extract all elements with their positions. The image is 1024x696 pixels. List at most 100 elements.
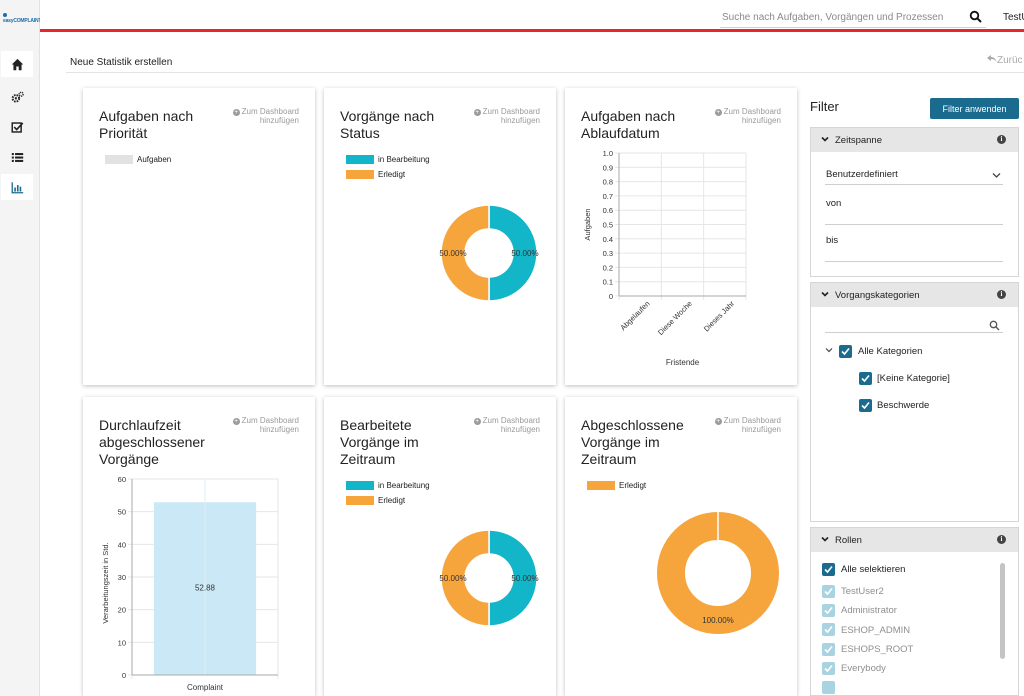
checkmark-icon <box>824 645 833 654</box>
donut-slice <box>440 204 490 302</box>
legend-label: Erledigt <box>619 481 647 490</box>
checkbox-role[interactable] <box>822 662 835 675</box>
filter-panel-rollen: Rollen i <box>810 527 1019 696</box>
legend-swatch <box>105 155 133 164</box>
sidebar-item-home[interactable] <box>1 51 33 77</box>
checkbox-role[interactable] <box>822 585 835 598</box>
bar-chart-icon <box>11 181 23 193</box>
donut-chart: 50.00% 50.00% <box>439 529 539 627</box>
legend-label: in Bearbeitung <box>378 155 430 164</box>
search-icon[interactable] <box>969 10 983 24</box>
back-link[interactable]: Zurüc <box>987 55 1023 66</box>
roles-scrollbar[interactable] <box>1000 563 1005 659</box>
y-tick-label: 60 <box>118 475 126 484</box>
undo-icon <box>987 55 997 63</box>
card-title: Bearbeitete Vorgänge im Zeitraum <box>340 417 419 467</box>
card-title: Abgeschlossene Vorgänge im Zeitraum <box>581 417 684 467</box>
sidebar-item-tasks[interactable] <box>1 114 33 140</box>
chevron-down-icon <box>821 536 829 542</box>
info-icon[interactable]: i <box>997 135 1006 144</box>
donut-chart: 100.00% <box>657 512 779 634</box>
category-search-input[interactable] <box>825 332 1003 333</box>
user-name[interactable]: TestU <box>1003 12 1024 23</box>
add-to-dashboard-link[interactable]: + Zum Dashboard hinzufügen <box>473 416 540 434</box>
apply-filter-button[interactable]: Filter anwenden <box>930 98 1019 119</box>
panel-header[interactable]: Vorgangskategorien i <box>811 283 1018 307</box>
panel-label: Rollen <box>835 535 862 546</box>
checkbox-role[interactable] <box>822 681 835 694</box>
sidebar-item-statistics[interactable] <box>1 174 33 200</box>
panel-header[interactable]: Rollen i <box>811 528 1018 552</box>
checkbox-category[interactable] <box>859 372 872 385</box>
add-to-dashboard-link[interactable]: + Zum Dashboard hinzufügen <box>473 107 540 125</box>
page-title: Neue Statistik erstellen <box>70 57 173 68</box>
to-input[interactable] <box>825 261 1003 262</box>
chevron-down-icon <box>821 291 829 297</box>
stat-card-throughput: Durchlaufzeit abgeschlossener Vorgänge +… <box>83 397 315 696</box>
panel-label: Vorgangskategorien <box>835 290 920 301</box>
y-tick-label: 0.2 <box>603 263 613 272</box>
checkmark-icon <box>824 606 833 615</box>
y-tick-label: 1.0 <box>603 149 613 158</box>
chevron-down-icon[interactable] <box>825 347 833 354</box>
checkbox-select-all-roles[interactable] <box>822 563 835 576</box>
y-tick-label: 40 <box>118 540 126 549</box>
sidebar-item-list[interactable] <box>1 144 33 170</box>
legend-label: in Bearbeitung <box>378 481 430 490</box>
bar-chart-throughput: 0 10 20 30 40 50 60 52.88 Complaint Verarbeitungs… <box>101 475 279 692</box>
select-all-roles-label: Alle selektieren <box>841 564 906 575</box>
legend-swatch <box>346 155 374 164</box>
legend-label: Erledigt <box>378 170 406 179</box>
from-input[interactable] <box>825 224 1003 225</box>
slice-label: 50.00% <box>511 249 538 258</box>
checkbox-role[interactable] <box>822 643 835 656</box>
add-to-dashboard-link[interactable]: + Zum Dashboard hinzufügen <box>232 107 299 125</box>
chevron-down-icon[interactable] <box>992 172 1001 179</box>
add-to-dashboard-link[interactable]: + Zum Dashboard hinzufügen <box>714 107 781 125</box>
from-label: von <box>826 198 842 209</box>
panel-header[interactable]: Zeitspanne i <box>811 128 1018 152</box>
donut-slice <box>488 204 538 302</box>
y-tick-label: 10 <box>118 638 126 647</box>
checkmark-icon <box>824 664 833 673</box>
search-input[interactable] <box>722 8 962 26</box>
legend-label: Erledigt <box>378 496 406 505</box>
checkbox-role[interactable] <box>822 623 835 636</box>
x-tick-label: Diese Woche <box>656 299 694 337</box>
bar-value-label: 52.88 <box>195 584 216 593</box>
select-underline <box>825 184 1003 185</box>
sidebar-item-settings[interactable] <box>1 84 33 110</box>
x-tick-label: Abgelaufen <box>618 299 651 332</box>
info-icon[interactable]: i <box>997 290 1006 299</box>
search-box <box>720 6 986 28</box>
checkmark-icon <box>841 347 850 356</box>
period-select[interactable]: Benutzerdefiniert <box>826 169 898 180</box>
donut-slice <box>657 512 779 634</box>
checkbox-all-categories[interactable] <box>839 345 852 358</box>
plus-icon: + <box>473 418 481 425</box>
donut-slice <box>488 529 538 627</box>
add-to-dashboard-link[interactable]: + Zum Dashboard hinzufügen <box>714 416 781 434</box>
filter-panel-zeitspanne: Zeitspanne i <box>810 127 1019 277</box>
x-axis-label: Fristende <box>666 358 700 367</box>
checkmark-icon <box>824 587 833 596</box>
stat-card-status: Vorgänge nach Status + Zum Dashboard hinz… <box>324 88 556 385</box>
app-logo[interactable]: easyCOMPLAINT <box>3 12 41 26</box>
header-divider <box>66 72 1024 73</box>
card-title: Vorgänge nach Status <box>340 108 435 141</box>
slice-label: 50.00% <box>511 574 538 583</box>
chart-legend: in Bearbeitung <box>346 481 430 490</box>
search-icon[interactable] <box>989 320 1000 331</box>
stat-card-processed: Bearbeitete Vorgänge im Zeitraum + Zum Da… <box>324 397 556 696</box>
role-label: TestUser2 <box>841 586 884 597</box>
add-to-dashboard-link[interactable]: + Zum Dashboard hinzufügen <box>232 416 299 434</box>
y-tick-label: 0.3 <box>603 249 613 258</box>
legend-label: Aufgaben <box>137 155 172 164</box>
checkbox-role[interactable] <box>822 604 835 617</box>
checkbox-category[interactable] <box>859 399 872 412</box>
info-icon[interactable]: i <box>997 535 1006 544</box>
card-title: Aufgaben nach Priorität <box>99 108 194 141</box>
plus-icon: + <box>473 109 481 116</box>
legend-swatch <box>346 496 374 505</box>
checkmark-icon <box>861 401 870 410</box>
